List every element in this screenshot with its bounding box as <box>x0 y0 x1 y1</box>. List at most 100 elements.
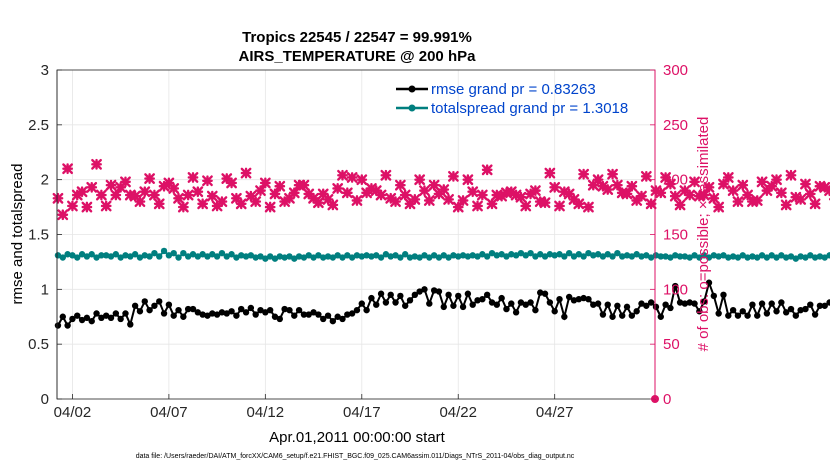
data-point <box>662 253 669 260</box>
data-point <box>315 311 322 318</box>
data-point <box>493 301 501 308</box>
data-point <box>276 253 283 260</box>
data-point <box>462 174 474 186</box>
data-point <box>696 254 703 261</box>
data-point <box>565 293 573 301</box>
data-point <box>660 172 672 183</box>
series-layer <box>52 158 830 403</box>
data-point <box>209 251 216 258</box>
data-point <box>464 290 472 297</box>
data-point <box>380 169 392 181</box>
data-point <box>643 302 650 309</box>
data-point <box>117 254 124 261</box>
data-point <box>498 294 505 302</box>
data-point <box>771 174 782 186</box>
data-point <box>527 249 534 257</box>
data-point <box>397 254 404 261</box>
data-point <box>587 179 599 191</box>
data-point <box>705 254 713 261</box>
data-point <box>170 249 177 257</box>
data-point <box>127 253 134 260</box>
data-point <box>129 190 141 202</box>
data-point <box>298 179 310 191</box>
data-point <box>252 254 259 261</box>
data-point <box>715 253 722 260</box>
data-point <box>165 301 173 308</box>
data-point <box>530 185 541 197</box>
data-point <box>546 299 554 306</box>
y-right-tick-label: 50 <box>663 336 680 353</box>
data-point <box>607 168 618 180</box>
data-point <box>141 252 148 259</box>
data-point <box>375 189 387 201</box>
data-point <box>744 254 751 261</box>
data-point <box>235 198 247 210</box>
data-point <box>689 176 700 188</box>
data-point <box>734 312 742 319</box>
data-point <box>705 279 713 286</box>
data-point <box>180 249 187 257</box>
data-point <box>414 174 426 186</box>
data-point <box>647 299 655 306</box>
data-point <box>305 311 312 318</box>
data-point <box>672 252 679 259</box>
data-point <box>160 247 168 255</box>
data-point <box>551 252 558 259</box>
data-point <box>57 209 69 221</box>
data-point <box>448 170 459 182</box>
data-point <box>266 306 274 314</box>
data-point <box>218 309 226 316</box>
x-tick-label: 04/22 <box>439 404 477 421</box>
data-point <box>291 312 298 319</box>
data-point <box>623 252 631 259</box>
data-point <box>81 201 93 213</box>
data-point <box>722 172 734 183</box>
data-point <box>556 296 563 303</box>
data-point <box>565 249 573 257</box>
data-point <box>652 252 660 259</box>
x-tick-label: 04/12 <box>247 404 285 421</box>
data-point <box>334 252 341 259</box>
data-point <box>754 312 761 319</box>
data-point <box>387 291 394 299</box>
data-point <box>700 252 708 259</box>
data-point <box>811 311 819 318</box>
data-point <box>657 253 664 260</box>
data-point <box>749 301 756 308</box>
data-point <box>483 253 491 260</box>
data-point <box>792 312 800 319</box>
data-point <box>327 199 339 211</box>
legend-label-rmse: rmse grand pr = 0.83263 <box>431 81 596 98</box>
data-point <box>517 249 525 257</box>
series-of-obs-assimilated <box>52 158 830 221</box>
data-point <box>305 252 312 259</box>
chart-subtitle: AIRS_TEMPERATURE @ 200 hPa <box>239 48 477 65</box>
data-point <box>592 174 604 186</box>
data-point <box>274 180 286 192</box>
data-point <box>146 306 153 314</box>
data-point <box>62 163 74 175</box>
data-point <box>300 311 308 318</box>
data-point <box>264 201 276 213</box>
data-point <box>107 253 115 260</box>
data-point <box>339 315 346 323</box>
data-point <box>585 296 592 303</box>
data-point <box>708 192 720 204</box>
data-point <box>623 303 631 311</box>
data-point <box>184 253 192 260</box>
data-point <box>816 302 824 309</box>
data-point <box>430 287 438 294</box>
data-point <box>667 304 674 312</box>
data-point <box>353 252 361 259</box>
data-point <box>498 251 505 258</box>
data-point <box>102 312 110 319</box>
data-point <box>534 196 546 207</box>
data-point <box>382 299 390 306</box>
data-point <box>259 177 271 189</box>
data-point <box>247 252 255 259</box>
data-point <box>76 186 88 198</box>
data-point <box>153 198 165 210</box>
data-point <box>134 196 146 207</box>
x-tick-label: 04/17 <box>343 404 381 421</box>
